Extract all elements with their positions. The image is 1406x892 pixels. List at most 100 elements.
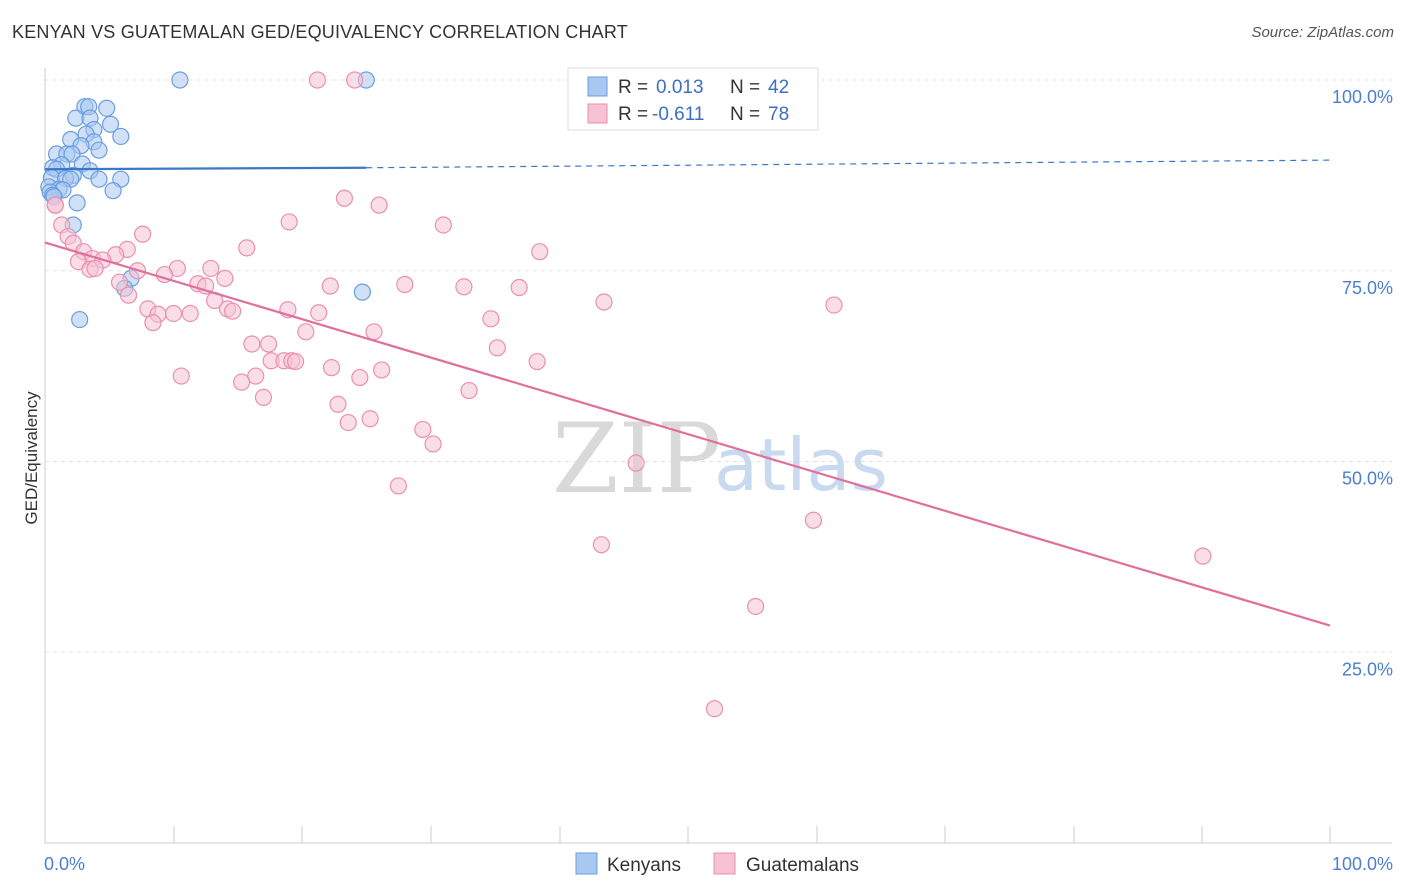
guatemalan-point xyxy=(259,335,278,353)
guatemalan-point xyxy=(310,304,328,322)
guatemalan-point xyxy=(243,335,261,353)
guatemalan-point xyxy=(414,420,432,439)
guatemalan-point xyxy=(747,597,765,616)
guatemalan-point xyxy=(804,511,823,529)
guatemalan-point xyxy=(308,71,327,89)
chart-title: KENYAN VS GUATEMALAN GED/EQUIVALENCY COR… xyxy=(12,22,628,42)
kenyans-r-label: R = xyxy=(618,77,648,98)
guatemalans-points xyxy=(46,71,1212,718)
guatemalan-point xyxy=(46,196,64,214)
guatemalan-point xyxy=(389,477,407,495)
guatemalan-point xyxy=(233,373,251,391)
y-tick-label: 75.0% xyxy=(1342,278,1393,298)
guatemalan-point xyxy=(164,304,183,323)
kenyans-legend-swatch xyxy=(587,76,608,97)
kenyan-point xyxy=(90,170,108,188)
guatemalan-point xyxy=(424,435,442,453)
y-axis-label: GED/Equivalency xyxy=(22,391,41,525)
grid-lines xyxy=(45,79,1392,653)
guatemalan-point xyxy=(595,293,613,311)
kenyan-point xyxy=(353,283,371,301)
kenyan-point xyxy=(63,145,81,163)
guatemalan-point xyxy=(247,367,265,385)
guatemalan-point xyxy=(280,213,298,231)
guatemalans-n-value: 78 xyxy=(768,104,789,125)
guatemalan-point xyxy=(460,381,478,400)
kenyans-trend-line xyxy=(44,166,367,171)
guatemalan-point xyxy=(134,225,152,243)
guatemalan-point xyxy=(335,189,354,207)
guatemalan-point xyxy=(365,323,383,341)
kenyan-point xyxy=(104,182,122,200)
guatemalan-point xyxy=(321,277,339,295)
guatemalans-trend-line xyxy=(44,241,1331,627)
y-tick-label: 100.0% xyxy=(1332,87,1393,107)
kenyan-point xyxy=(68,194,86,212)
x-tick-label: 0.0% xyxy=(44,854,85,874)
guatemalan-point xyxy=(592,536,611,554)
kenyans-r-value: 0.013 xyxy=(656,77,704,98)
guatemalan-point xyxy=(181,304,199,323)
guatemalan-point xyxy=(224,302,242,320)
y-tick-labels: 25.0% 50.0% 75.0% 100.0% xyxy=(1332,87,1393,679)
x-tick-label: 100.0% xyxy=(1332,854,1393,874)
watermark-atlas: atlas xyxy=(714,423,888,507)
guatemalan-point xyxy=(339,413,357,432)
guatemalan-point xyxy=(373,361,391,379)
kenyan-point xyxy=(101,115,120,133)
guatemalan-point xyxy=(346,71,364,89)
kenyan-point xyxy=(71,310,89,329)
kenyan-point xyxy=(90,141,108,159)
trend-lines xyxy=(44,159,1331,627)
guatemalan-point xyxy=(286,352,305,371)
guatemalan-point xyxy=(351,368,369,387)
guatemalan-point xyxy=(86,259,104,278)
kenyans-n-label: N = xyxy=(730,77,760,98)
guatemalans-r-value: -0.611 xyxy=(652,104,704,125)
series-legend: Kenyans Guatemalans xyxy=(575,852,859,876)
guatemalans-legend-swatch xyxy=(587,103,608,124)
y-tick-label: 50.0% xyxy=(1342,469,1393,489)
guatemalan-point xyxy=(361,410,379,428)
kenyan-point xyxy=(98,99,116,117)
guatemalan-point xyxy=(370,196,388,214)
guatemalans-r-label: R = xyxy=(618,104,648,125)
source-label: Source: ZipAtlas.com xyxy=(1251,24,1394,41)
stats-legend-box xyxy=(567,67,819,131)
guatemalan-point xyxy=(510,278,528,297)
guatemalans-n-label: N = xyxy=(730,104,760,125)
guatemalans-series-swatch xyxy=(713,852,736,875)
guatemalan-point xyxy=(144,314,162,332)
watermark: ZIP atlas xyxy=(552,403,888,515)
guatemalan-point xyxy=(297,323,315,341)
stats-legend: R = 0.013 N = 42 R = -0.611 N = 78 xyxy=(567,67,819,131)
y-tick-label: 25.0% xyxy=(1342,659,1393,679)
guatemalan-point xyxy=(329,395,347,413)
guatemalan-point xyxy=(531,243,549,261)
guatemalan-point xyxy=(216,269,234,287)
x-tick-labels: 0.0% 100.0% xyxy=(44,854,1393,874)
kenyan-point xyxy=(171,71,189,89)
guatemalan-point xyxy=(322,359,341,377)
guatemalan-point xyxy=(627,454,645,472)
kenyans-points xyxy=(40,71,375,329)
guatemalan-point xyxy=(396,275,414,294)
guatemalan-point xyxy=(528,352,546,371)
guatemalan-point xyxy=(434,216,452,234)
guatemalan-point xyxy=(1194,547,1212,565)
kenyans-series-label: Kenyans xyxy=(607,855,681,876)
kenyans-trend-extension xyxy=(366,159,1331,169)
guatemalan-point xyxy=(825,296,843,314)
guatemalan-point xyxy=(254,388,273,407)
guatemalan-point xyxy=(705,700,724,718)
guatemalan-point xyxy=(119,286,138,304)
kenyan-point xyxy=(112,127,130,146)
guatemalan-point xyxy=(172,367,190,385)
guatemalan-point xyxy=(488,339,506,357)
guatemalan-point xyxy=(455,278,473,296)
kenyans-series-swatch xyxy=(575,852,598,875)
guatemalan-point xyxy=(202,259,220,278)
guatemalans-series-label: Guatemalans xyxy=(746,855,859,876)
guatemalan-point xyxy=(482,310,500,328)
